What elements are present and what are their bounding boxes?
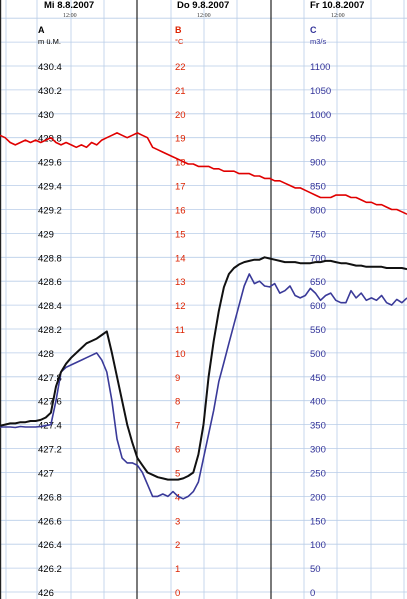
axis-a-tick-label: 429 (38, 229, 54, 240)
series-lines (0, 132, 407, 500)
axis-b-letter: B (175, 25, 182, 35)
axis-b-tick-label: 8 (175, 397, 180, 408)
axis-c-tick-label: 700 (310, 253, 326, 264)
date-label-0: Mi 8.8.2007 (44, 0, 94, 11)
date-label-1: Do 9.8.2007 (177, 0, 229, 11)
axis-a-tick-label: 427.2 (38, 445, 62, 456)
axis-a-tick-label: 427.8 (38, 373, 62, 384)
axis-c-tick-label: 550 (310, 325, 326, 336)
axis-a-tick-label: 426.2 (38, 564, 62, 575)
axis-b-tick-label: 18 (175, 158, 186, 169)
axis-b-unit: °C (175, 37, 184, 46)
axis-c-tick-label: 300 (310, 445, 326, 456)
axis-a-tick-label: 426.8 (38, 492, 62, 503)
axis-b-tick-label: 16 (175, 206, 186, 217)
axis-b-tick-label: 1 (175, 564, 180, 575)
axis-c-tick-label: 1100 (310, 62, 330, 73)
axis-c-tick-label: 1000 (310, 110, 331, 121)
date-header: Mi 8.8.2007 12:00 Do 9.8.2007 12:00 Fr 1… (44, 0, 364, 19)
axis-a-unit: m ü.M. (38, 37, 61, 46)
axis-b-tick-label: 11 (175, 325, 185, 336)
axis-c-unit: m3/s (310, 37, 327, 46)
axis-a-tick-label: 429.4 (38, 182, 62, 193)
axis-c-tick-label: 750 (310, 229, 326, 240)
time-label-2: 12:00 (331, 13, 345, 19)
axis-c-ticks: 1100105010009509008508007507006506005505… (310, 62, 331, 599)
axis-c-tick-label: 250 (310, 469, 326, 480)
axis-a-tick-label: 428.6 (38, 277, 62, 288)
time-label-1: 12:00 (197, 13, 211, 19)
axis-b-tick-label: 7 (175, 421, 180, 432)
axis-a-ticks: 430.4 430.2 430 429.8 429.6 429.4 429.2 429 428.… (38, 62, 62, 599)
axis-c-tick-label: 500 (310, 349, 326, 360)
axis-headers: A m ü.M. B °C C m3/s (38, 25, 327, 46)
axis-b-tick-label: 22 (175, 62, 186, 73)
axis-b-tick-label: 14 (175, 253, 186, 264)
axis-b-tick-label: 0 (175, 588, 180, 599)
axis-a-tick-label: 426.4 (38, 540, 62, 551)
axis-c-tick-label: 150 (310, 516, 326, 527)
axis-a-tick-label: 427 (38, 469, 54, 480)
axis-b-tick-label: 12 (175, 301, 186, 312)
series-b-line (0, 132, 407, 215)
axis-c-tick-label: 900 (310, 158, 326, 169)
axis-c-tick-label: 950 (310, 134, 326, 145)
series-a-line (0, 256, 407, 481)
axis-c-tick-label: 600 (310, 301, 326, 312)
axis-a-tick-label: 428.2 (38, 325, 62, 336)
axis-b-tick-label: 13 (175, 277, 186, 288)
axis-a-tick-label: 427.6 (38, 397, 62, 408)
axis-b-tick-label: 3 (175, 516, 180, 527)
axis-b-tick-label: 21 (175, 86, 186, 97)
axis-a-tick-label: 428 (38, 349, 54, 360)
day-lines (0, 0, 272, 599)
axis-c-tick-label: 650 (310, 277, 326, 288)
axis-c-tick-label: 800 (310, 206, 326, 217)
series-c-line (0, 273, 407, 500)
axis-c-tick-label: 1050 (310, 86, 331, 97)
axis-c-tick-label: 50 (310, 564, 321, 575)
axis-b-tick-label: 6 (175, 445, 180, 456)
axis-c-tick-label: 100 (310, 540, 326, 551)
axis-c-tick-label: 200 (310, 492, 326, 503)
date-label-2: Fr 10.8.2007 (310, 0, 364, 11)
axis-a-tick-label: 426.6 (38, 516, 62, 527)
axis-a-tick-label: 430.2 (38, 86, 62, 97)
axis-c-tick-label: 400 (310, 397, 326, 408)
axis-b-tick-label: 10 (175, 349, 186, 360)
axis-a-tick-label: 429.6 (38, 158, 62, 169)
time-label-0: 12:00 (63, 13, 77, 19)
axis-c-letter: C (310, 25, 317, 35)
axis-a-tick-label: 430.4 (38, 62, 62, 73)
axis-b-tick-label: 19 (175, 134, 186, 145)
axis-a-tick-label: 426 (38, 588, 54, 599)
axis-c-tick-label: 850 (310, 182, 326, 193)
axis-a-letter: A (38, 25, 45, 35)
axis-b-tick-label: 5 (175, 469, 180, 480)
axis-b-tick-label: 20 (175, 110, 186, 121)
axis-c-tick-label: 0 (310, 588, 315, 599)
axis-a-tick-label: 430 (38, 110, 54, 121)
axis-a-tick-label: 429.8 (38, 134, 62, 145)
axis-a-tick-label: 429.2 (38, 206, 62, 217)
axis-a-tick-label: 428.4 (38, 301, 62, 312)
axis-b-tick-label: 15 (175, 229, 186, 240)
axis-b-tick-label: 17 (175, 182, 186, 193)
axis-a-tick-label: 428.8 (38, 253, 62, 264)
axis-b-tick-label: 9 (175, 373, 180, 384)
axis-c-tick-label: 450 (310, 373, 326, 384)
axis-a-tick-label: 427.4 (38, 421, 62, 432)
axis-c-tick-label: 350 (310, 421, 326, 432)
axis-b-tick-label: 2 (175, 540, 180, 551)
axis-b-tick-label: 4 (175, 492, 180, 503)
